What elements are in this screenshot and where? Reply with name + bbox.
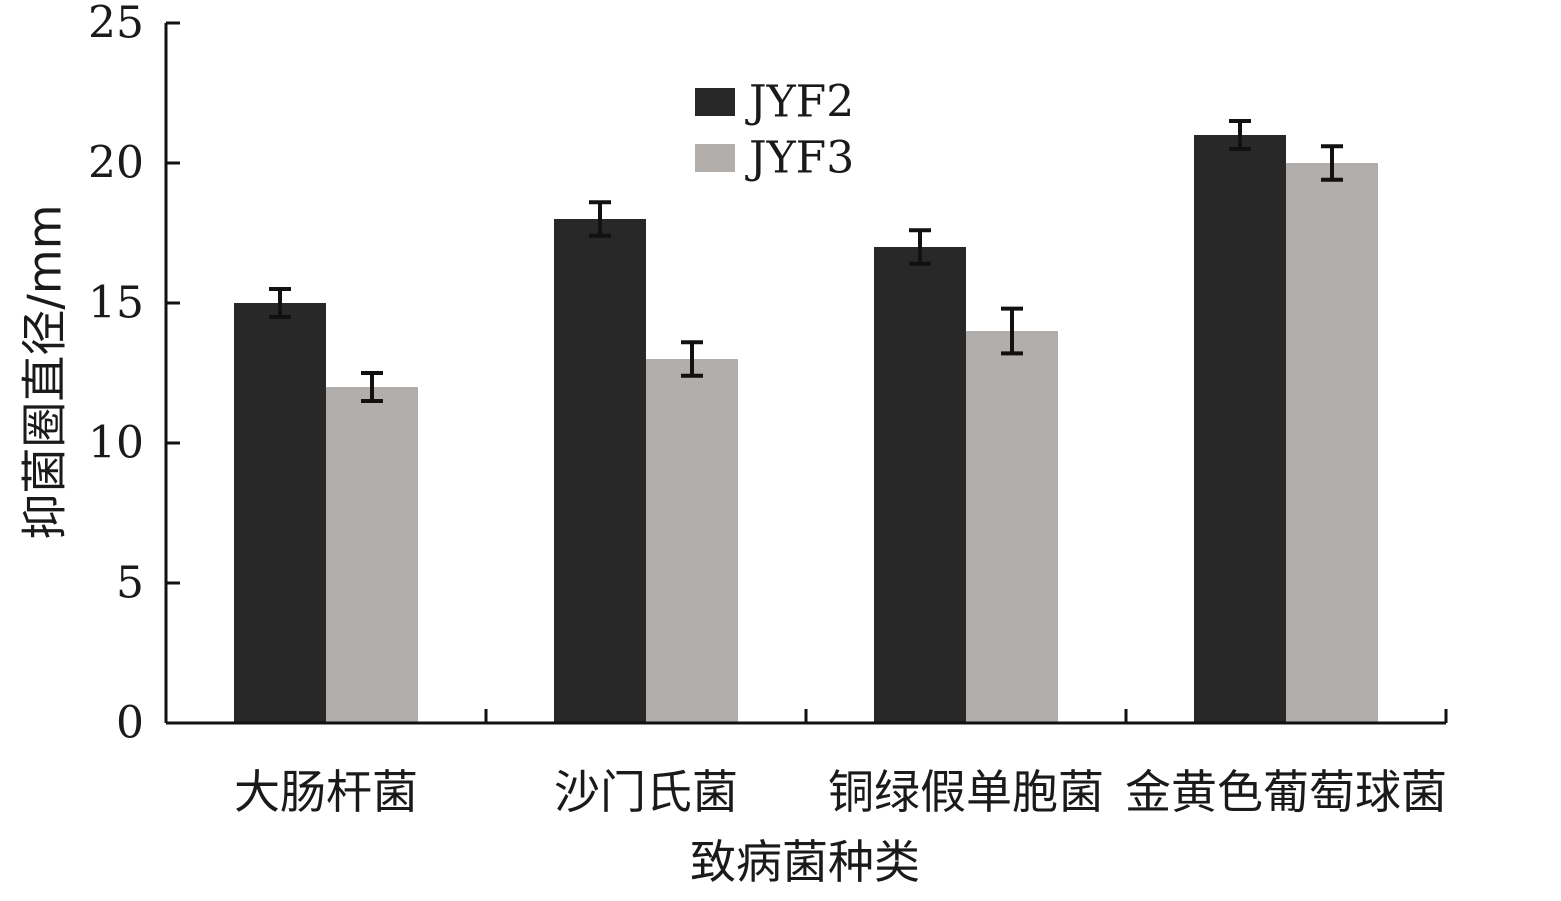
legend-label-JYF2: JYF2 [745,77,854,128]
bar-JYF3-1 [646,359,738,723]
error-bar-JYF2-0 [269,287,291,319]
bar-JYF3-3 [1286,163,1378,723]
error-bar-JYF2-1 [589,200,611,238]
x-tick-label-0: 大肠杆菌 [234,765,418,819]
error-bar-JYF3-2 [1001,306,1023,356]
error-bar-JYF2-2 [909,228,931,266]
error-bar-JYF2-3 [1229,119,1251,151]
y-tick-label-0: 0 [116,698,144,749]
bar-JYF2-3 [1194,135,1286,723]
x-tick-label-1: 沙门氏菌 [554,765,738,819]
bar-JYF3-0 [326,387,418,723]
x-axis-title: 致病菌种类 [690,835,920,889]
y-tick-label-10: 10 [88,418,144,469]
bar-JYF2-2 [874,247,966,723]
bar-JYF2-1 [554,219,646,723]
x-tick-label-2: 铜绿假单胞菌 [828,765,1104,819]
y-tick-label-20: 20 [88,138,144,189]
y-tick-label-15: 15 [88,278,144,329]
error-bar-JYF3-3 [1321,144,1343,182]
legend-swatch-JYF2 [695,88,735,116]
x-tick-label-3: 金黄色葡萄球菌 [1125,765,1447,819]
bar-JYF3-2 [966,331,1058,723]
bar-JYF2-0 [234,303,326,723]
y-tick-label-5: 5 [116,558,144,609]
legend-label-JYF3: JYF3 [745,133,854,184]
legend-swatch-JYF3 [695,144,735,172]
error-bar-JYF3-0 [361,371,383,403]
error-bar-JYF3-1 [681,340,703,378]
legend-item-JYF2: JYF2 [695,77,854,128]
y-tick-label-25: 25 [88,0,144,49]
y-axis-title: 抑菌圈直径/mm [18,204,72,539]
legend-item-JYF3: JYF3 [695,133,854,184]
